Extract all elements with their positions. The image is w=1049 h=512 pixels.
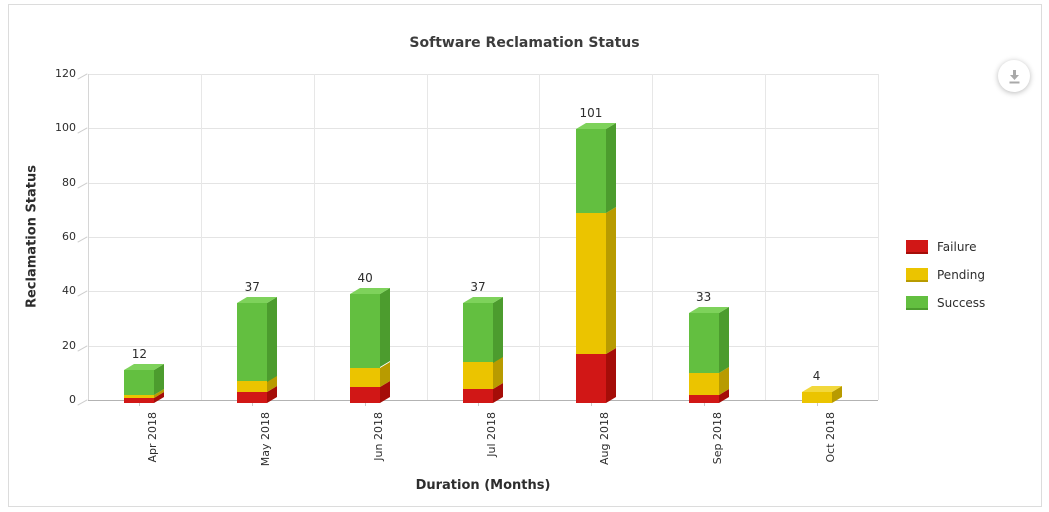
bar-jul-2018-failure[interactable]	[463, 389, 493, 403]
gridline-col-6	[765, 74, 767, 400]
gridline-col-2	[313, 74, 315, 400]
legend-label-success: Success	[937, 295, 986, 310]
bar-total-label-aug-2018: 101	[579, 105, 603, 120]
bar-may-2018-success[interactable]	[237, 302, 268, 382]
gridline-60	[88, 237, 878, 238]
x-axis-title: Duration (Months)	[415, 478, 551, 493]
bar-total-label-jul-2018: 37	[470, 279, 486, 294]
gridline-col-3	[426, 74, 428, 400]
legend-item-failure[interactable]: Failure	[906, 239, 976, 254]
x-category-label-may-2018: May 2018	[259, 412, 273, 467]
x-tick-aug-2018	[590, 400, 592, 406]
bar-aug-2018-pending-side	[605, 206, 616, 355]
legend-label-pending: Pending	[937, 267, 985, 282]
y-tick-label-20: 20	[62, 338, 76, 352]
chart-card	[8, 4, 1042, 507]
download-button[interactable]	[998, 60, 1030, 92]
bar-may-2018-pending[interactable]	[237, 381, 268, 393]
bar-jul-2018-success[interactable]	[463, 302, 493, 363]
y-tick-label-60: 60	[62, 230, 76, 243]
bar-may-2018-failure[interactable]	[237, 392, 268, 403]
bar-sep-2018-success-side	[718, 307, 729, 374]
x-category-label-jun-2018: Jun 2018	[372, 412, 386, 461]
bar-total-label-sep-2018: 33	[696, 290, 712, 305]
y-axis-line	[88, 74, 89, 400]
gridline-col-1	[200, 74, 202, 400]
bar-sep-2018-success[interactable]	[688, 313, 719, 374]
legend-swatch-pending	[906, 267, 928, 282]
bar-apr-2018-pending[interactable]	[124, 394, 155, 398]
y-axis-title: Reclamation Status	[24, 164, 40, 309]
gridline-100	[88, 128, 878, 130]
gridline-40	[88, 291, 878, 293]
bar-aug-2018-pending[interactable]	[575, 212, 606, 355]
gridline-80	[88, 182, 878, 184]
gridline-col-4	[539, 74, 541, 400]
legend-swatch-failure	[906, 239, 928, 254]
bar-apr-2018-success[interactable]	[124, 370, 155, 395]
bar-aug-2018-success[interactable]	[575, 128, 606, 213]
download-icon	[1009, 69, 1019, 83]
x-category-label-aug-2018: Aug 2018	[597, 412, 611, 465]
x-tick-jul-2018	[478, 400, 479, 406]
bar-jun-2018-failure[interactable]	[350, 386, 381, 403]
bar-jun-2018-success-side	[380, 288, 391, 368]
legend-label-failure: Failure	[937, 239, 977, 254]
bar-jul-2018-pending[interactable]	[463, 362, 493, 390]
legend-swatch-success	[906, 295, 928, 310]
x-tick-may-2018	[252, 400, 254, 406]
bar-jun-2018-success[interactable]	[350, 294, 381, 368]
bar-sep-2018-pending[interactable]	[688, 373, 719, 395]
y-tick-label-120: 120	[55, 67, 76, 80]
bar-total-label-oct-2018: 4	[812, 369, 821, 384]
y-tick-label-40: 40	[62, 284, 76, 298]
x-tick-oct-2018	[816, 400, 818, 406]
bar-aug-2018-success-side	[605, 122, 616, 213]
x-tick-apr-2018	[139, 400, 141, 406]
y-tick-label-80: 80	[62, 175, 76, 189]
bar-apr-2018-failure[interactable]	[124, 397, 155, 403]
legend-item-pending[interactable]: Pending	[906, 267, 985, 282]
bar-sep-2018-failure[interactable]	[688, 394, 719, 404]
chart-title: Software Reclamation Status	[409, 35, 640, 51]
bar-aug-2018-failure-side	[605, 348, 616, 403]
gridline-col-5	[652, 74, 654, 400]
y-tick-label-100: 100	[55, 121, 76, 135]
bar-oct-2018-pending[interactable]	[801, 392, 832, 403]
x-tick-jun-2018	[365, 400, 367, 406]
bar-jun-2018-pending[interactable]	[350, 367, 381, 387]
bar-may-2018-success-side	[267, 296, 278, 382]
bar-jul-2018-success-side	[493, 296, 503, 363]
gridline-col-7	[878, 74, 879, 400]
y-tick-label-0: 0	[69, 393, 76, 406]
x-category-label-apr-2018: Apr 2018	[146, 412, 160, 463]
x-category-label-jul-2018: Jul 2018	[485, 412, 498, 457]
bar-total-label-jun-2018: 40	[357, 271, 373, 286]
bar-total-label-apr-2018: 12	[131, 347, 148, 362]
legend-item-success[interactable]: Success	[906, 295, 985, 310]
x-category-label-oct-2018: Oct 2018	[823, 412, 837, 463]
bar-aug-2018-failure[interactable]	[575, 354, 606, 403]
bar-total-label-may-2018: 37	[244, 279, 260, 294]
gridline-120	[88, 74, 878, 75]
x-category-label-sep-2018: Sep 2018	[710, 412, 724, 465]
